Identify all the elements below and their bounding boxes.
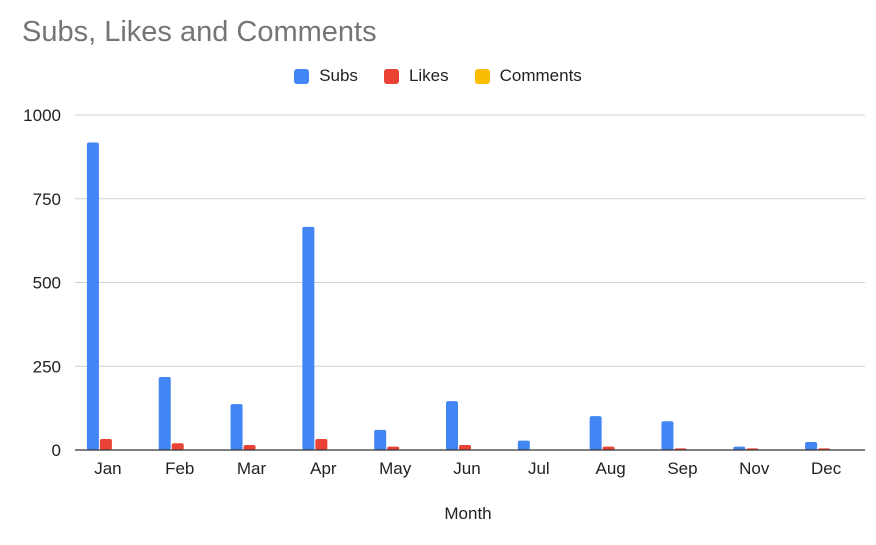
x-tick-label: May: [379, 459, 412, 478]
x-tick-label: Jun: [453, 459, 480, 478]
x-tick-label: Apr: [310, 459, 337, 478]
bar-subs-jul: [517, 440, 530, 450]
legend-item-subs: Subs: [294, 66, 358, 86]
x-tick-label: Jul: [528, 459, 550, 478]
bar-subs-jun: [446, 401, 458, 450]
x-tick-label: Jan: [94, 459, 121, 478]
x-axis-ticks: Jan Feb Mar Apr May Jun Jul Aug Sep Nov Dec: [94, 459, 842, 478]
x-tick-label: Feb: [165, 459, 194, 478]
y-tick-label: 500: [33, 274, 61, 293]
bar-subs-mar: [230, 404, 243, 450]
x-tick-label: Mar: [237, 459, 267, 478]
y-tick-label: 0: [52, 441, 61, 460]
bar-subs-aug: [589, 416, 602, 450]
legend-swatch-likes: [383, 68, 399, 84]
bar-likes-jun: [459, 444, 471, 450]
legend-item-comments: Comments: [474, 66, 582, 86]
bar-subs-feb: [158, 376, 171, 450]
bar-subs-jan: [86, 142, 99, 450]
gridlines: [75, 114, 865, 367]
bar-likes-feb: [171, 443, 184, 450]
x-tick-label: Aug: [596, 459, 626, 478]
bar-likes-aug: [602, 446, 615, 450]
y-tick-label: 750: [33, 190, 61, 209]
chart-title: Subs, Likes and Comments: [22, 16, 377, 48]
bar-likes-may: [387, 446, 400, 450]
bar-likes-apr: [315, 438, 328, 450]
y-tick-label: 1000: [23, 106, 61, 125]
x-tick-label: Dec: [811, 459, 842, 478]
legend-swatch-subs: [294, 68, 310, 84]
bars: [86, 142, 831, 450]
bar-subs-may: [374, 429, 387, 450]
x-tick-label: Nov: [739, 459, 770, 478]
legend-swatch-comments: [474, 68, 490, 84]
x-tick-label: Sep: [667, 459, 697, 478]
legend-label-comments: Comments: [499, 66, 582, 85]
bar-likes-mar: [243, 444, 256, 450]
bar-subs-sep: [661, 421, 674, 450]
legend-label-subs: Subs: [319, 66, 358, 85]
y-tick-label: 250: [33, 357, 61, 376]
x-axis-title: Month: [444, 504, 491, 523]
bar-likes-jan: [99, 438, 112, 450]
legend-label-likes: Likes: [408, 66, 449, 85]
chart-legend: Subs Likes Comments: [0, 66, 876, 86]
bar-subs-nov: [733, 446, 746, 450]
y-axis-ticks: 0 250 500 750 1000: [23, 106, 61, 460]
bar-subs-apr: [302, 226, 315, 450]
legend-item-likes: Likes: [383, 66, 449, 86]
bar-subs-dec: [805, 441, 818, 450]
